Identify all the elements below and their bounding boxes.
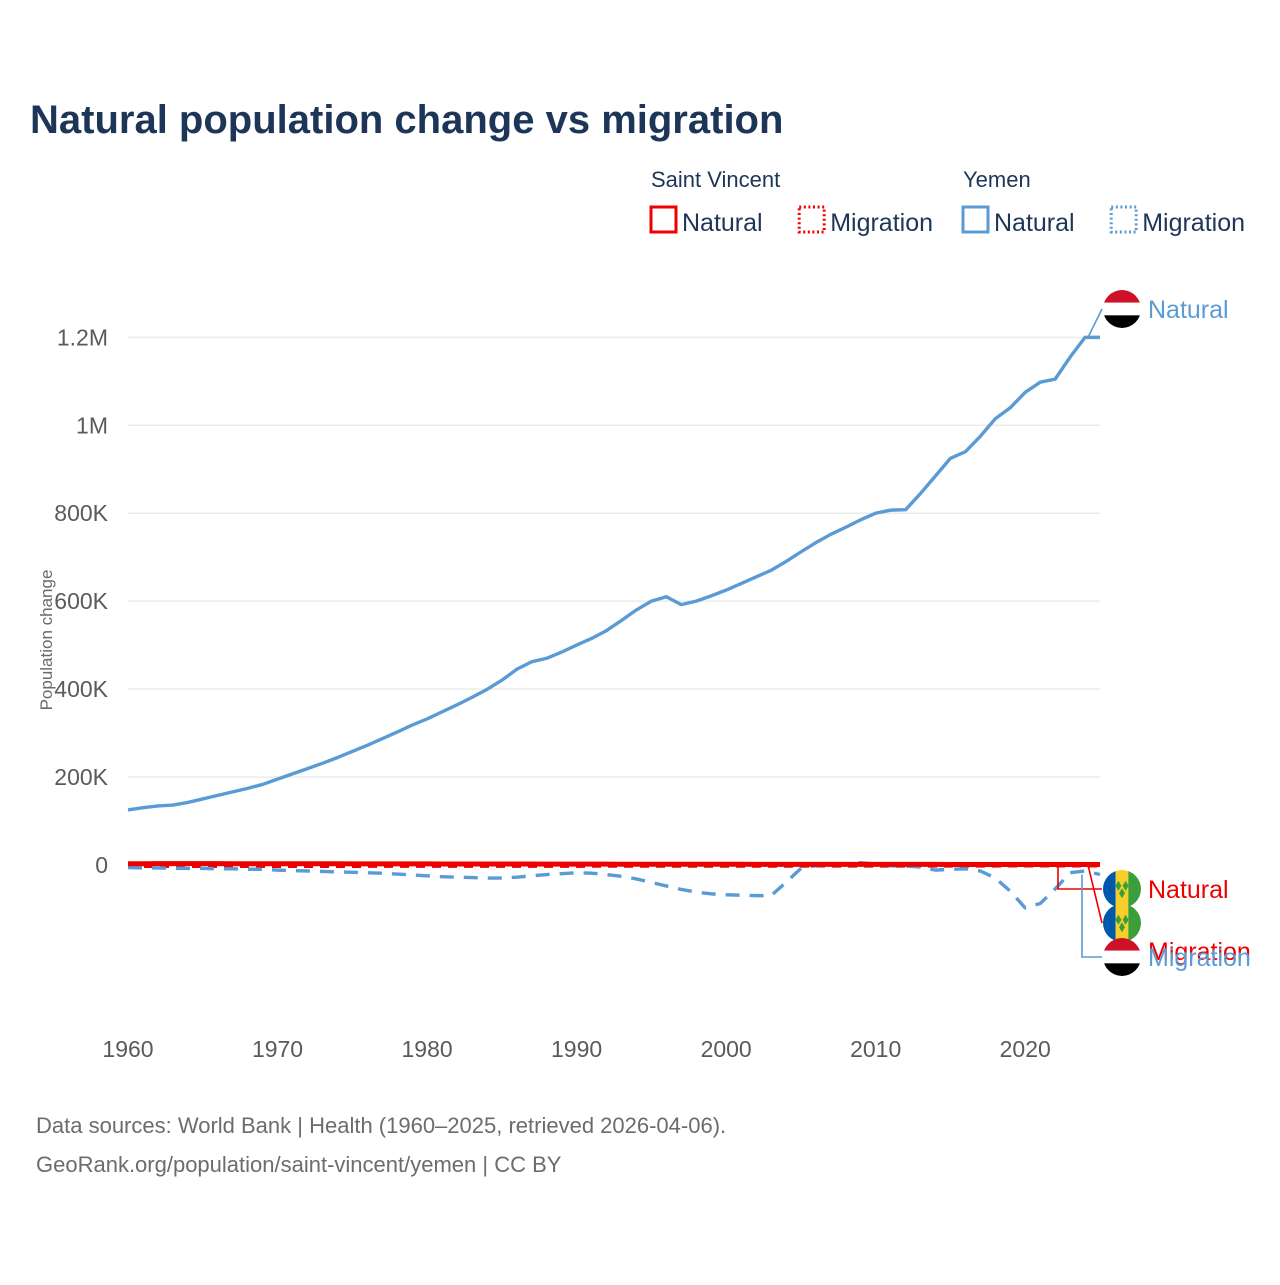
- leader-line: [1081, 874, 1102, 958]
- legend-swatch-solid: [961, 205, 990, 234]
- legend-item-saint-vincent-migration[interactable]: Migration: [797, 205, 933, 237]
- legend-swatch-solid: [649, 205, 678, 234]
- end-label-text: Migration: [1148, 938, 1251, 966]
- y-axis-tick-label: 1M: [76, 412, 108, 438]
- y-axis-ticks: 0 200K 400K 600K 800K 1M 1.2M: [54, 324, 108, 877]
- series-line-yemen-migration: [127, 860, 1101, 910]
- legend-item-label: Natural: [682, 209, 763, 237]
- flag-yemen-icon: [1103, 290, 1141, 328]
- x-axis-tick-label: 1980: [401, 1036, 452, 1062]
- chart-legend: Saint Vincent Natural Migration Yemen Natura…: [649, 167, 1245, 237]
- series-line-yemen-natural: [127, 335, 1100, 812]
- end-label-text: Natural: [1148, 296, 1229, 324]
- end-label-text: Migration: [1148, 944, 1251, 972]
- leader-line: [1057, 864, 1102, 890]
- end-label-saint-vincent-natural: Natural: [1057, 864, 1229, 908]
- y-axis-tick-label: 800K: [54, 500, 108, 526]
- legend-group-title-saint-vincent: Saint Vincent: [651, 167, 780, 192]
- legend-item-label: Migration: [1142, 209, 1245, 237]
- x-axis-ticks: 1960 1970 1980 1990 2000 2010 2020: [102, 1036, 1050, 1062]
- legend-item-label: Natural: [994, 209, 1075, 237]
- x-axis-tick-label: 2020: [1000, 1036, 1051, 1062]
- y-axis-tick-label: 600K: [54, 588, 108, 614]
- flag-yemen-icon: [1103, 938, 1141, 976]
- y-axis-tick-label: 0: [95, 852, 108, 878]
- x-axis-tick-label: 1970: [252, 1036, 303, 1062]
- flag-saint-vincent-icon: [1103, 870, 1141, 908]
- legend-item-yemen-natural[interactable]: Natural: [961, 205, 1075, 237]
- y-axis-tick-label: 1.2M: [57, 324, 108, 350]
- flag-saint-vincent-icon: [1103, 904, 1141, 942]
- end-label-yemen-natural: Natural: [1087, 290, 1229, 338]
- legend-item-yemen-migration[interactable]: Migration: [1109, 205, 1245, 237]
- leader-line: [1087, 308, 1103, 338]
- legend-swatch-dotted: [797, 205, 826, 234]
- y-axis-tick-label: 400K: [54, 676, 108, 702]
- series-line-saint-vincent-natural: [127, 861, 1100, 867]
- end-label-saint-vincent-migration: Migration: [1087, 864, 1251, 966]
- y-axis-tick-label: 200K: [54, 764, 108, 790]
- x-axis-tick-label: 2000: [701, 1036, 752, 1062]
- end-label-text: Natural: [1148, 876, 1229, 904]
- legend-group-title-yemen: Yemen: [963, 167, 1031, 192]
- x-axis-tick-label: 2010: [850, 1036, 901, 1062]
- legend-item-saint-vincent-natural[interactable]: Natural: [649, 205, 763, 237]
- leader-line: [1087, 864, 1103, 924]
- footer-attribution: GeoRank.org/population/saint-vincent/yem…: [36, 1152, 562, 1177]
- footer-data-sources: Data sources: World Bank | Health (1960–…: [36, 1113, 726, 1138]
- x-axis-tick-label: 1960: [102, 1036, 153, 1062]
- gridlines: [128, 336, 1100, 866]
- legend-swatch-dotted: [1109, 205, 1138, 234]
- chart-title: Natural population change vs migration: [30, 98, 783, 142]
- data-series: [127, 335, 1101, 910]
- end-label-yemen-migration: Migration: [1081, 874, 1251, 976]
- x-axis-tick-label: 1990: [551, 1036, 602, 1062]
- y-axis-title: Population change: [37, 570, 56, 711]
- legend-item-label: Migration: [830, 209, 933, 237]
